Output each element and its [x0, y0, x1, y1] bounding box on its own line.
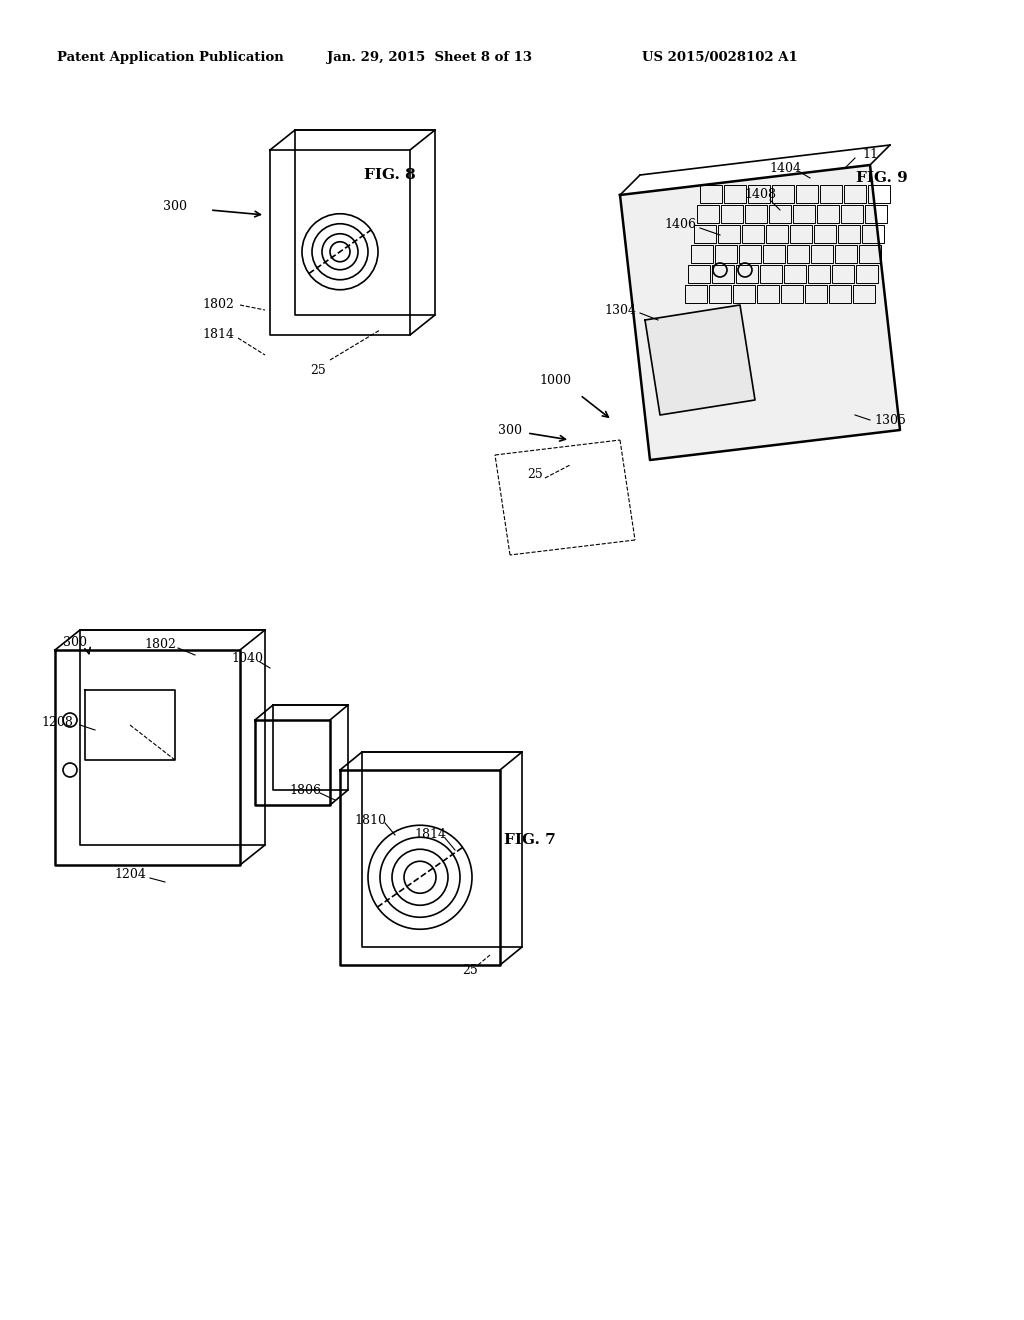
Bar [718, 224, 740, 243]
Bar [829, 285, 851, 304]
Bar [760, 265, 782, 282]
Bar [793, 205, 815, 223]
Text: 1204: 1204 [114, 869, 146, 882]
Text: 300: 300 [63, 636, 87, 649]
Text: 11: 11 [862, 149, 878, 161]
Bar [811, 246, 833, 263]
Bar [769, 205, 791, 223]
Bar [831, 265, 854, 282]
Bar [817, 205, 839, 223]
Bar [739, 246, 761, 263]
Text: 1040: 1040 [231, 652, 263, 664]
Text: 1806: 1806 [289, 784, 321, 796]
Bar [733, 285, 755, 304]
Bar [697, 205, 719, 223]
Bar [787, 246, 809, 263]
Text: 1000: 1000 [539, 374, 571, 387]
Bar [742, 224, 764, 243]
Text: 1814: 1814 [202, 329, 234, 342]
Bar [862, 224, 884, 243]
Bar [820, 185, 842, 203]
Bar [766, 224, 788, 243]
Text: FIG. 8: FIG. 8 [365, 168, 416, 182]
Bar [853, 285, 874, 304]
Bar [790, 224, 812, 243]
Text: 1802: 1802 [144, 639, 176, 652]
Bar [865, 205, 887, 223]
Bar [709, 285, 731, 304]
Bar [859, 246, 881, 263]
Bar [856, 265, 878, 282]
Polygon shape [645, 305, 755, 414]
Bar [721, 205, 743, 223]
Bar [688, 265, 710, 282]
Bar [772, 185, 794, 203]
Text: Patent Application Publication: Patent Application Publication [56, 51, 284, 65]
Text: 1208: 1208 [41, 715, 73, 729]
Bar [808, 265, 830, 282]
Bar [694, 224, 716, 243]
Bar [844, 185, 866, 203]
Bar [838, 224, 860, 243]
Text: Jan. 29, 2015  Sheet 8 of 13: Jan. 29, 2015 Sheet 8 of 13 [328, 51, 532, 65]
Bar [784, 265, 806, 282]
Polygon shape [620, 165, 900, 459]
Bar [805, 285, 827, 304]
Text: 1802: 1802 [202, 298, 233, 312]
Bar [736, 265, 758, 282]
Text: 300: 300 [498, 424, 522, 437]
Bar [796, 185, 818, 203]
Text: 1810: 1810 [354, 813, 386, 826]
Bar [841, 205, 863, 223]
Text: 1305: 1305 [874, 413, 906, 426]
Text: 25: 25 [462, 964, 478, 977]
Bar [781, 285, 803, 304]
Bar [814, 224, 836, 243]
Text: 25: 25 [310, 363, 326, 376]
Text: 1814: 1814 [414, 829, 446, 842]
Bar [685, 285, 707, 304]
Bar [763, 246, 785, 263]
Text: 1406: 1406 [664, 219, 696, 231]
Bar [835, 246, 857, 263]
Bar [868, 185, 890, 203]
Text: 1404: 1404 [769, 161, 801, 174]
Bar [691, 246, 713, 263]
Text: 300: 300 [163, 201, 187, 214]
Text: FIG. 9: FIG. 9 [856, 172, 908, 185]
Bar [715, 246, 737, 263]
Bar [712, 265, 734, 282]
Text: 25: 25 [527, 469, 543, 482]
Bar [748, 185, 770, 203]
Text: US 2015/0028102 A1: US 2015/0028102 A1 [642, 51, 798, 65]
Bar [700, 185, 722, 203]
Text: FIG. 7: FIG. 7 [504, 833, 556, 847]
Bar [724, 185, 746, 203]
Bar [757, 285, 779, 304]
Text: 1304: 1304 [604, 304, 636, 317]
Bar [745, 205, 767, 223]
Text: 1408: 1408 [744, 189, 776, 202]
